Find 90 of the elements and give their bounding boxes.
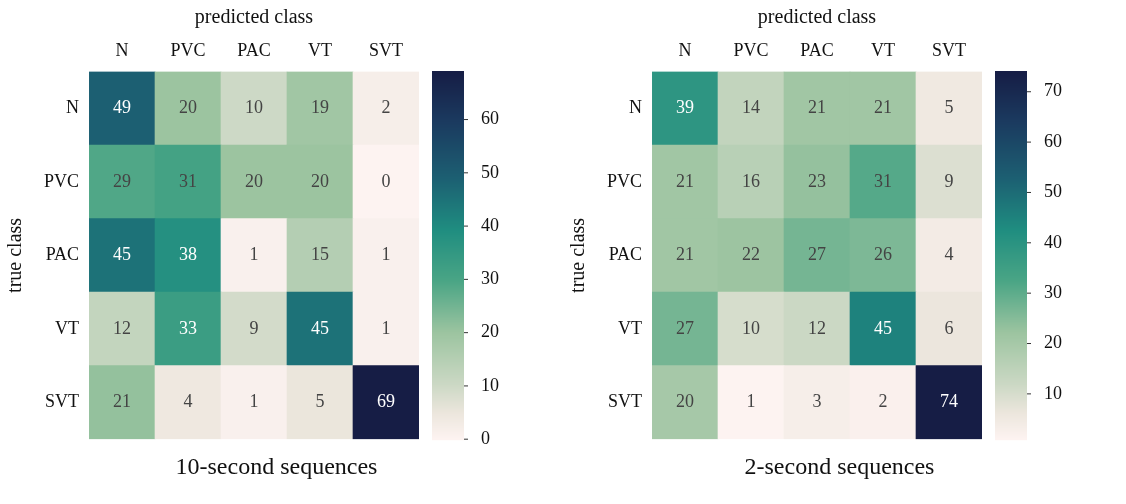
data-label: 6 (944, 317, 954, 338)
x-tick-label: VT (871, 39, 895, 60)
y-tick-label: PVC (44, 170, 80, 191)
data-label: 39 (676, 97, 695, 118)
data-label: 31 (874, 170, 892, 191)
data-label: 2 (381, 97, 391, 118)
data-label: 1 (249, 244, 259, 265)
x-tick-label: PVC (733, 39, 769, 60)
data-label: 20 (245, 170, 264, 191)
color-bar-label: 40 (481, 214, 499, 235)
x-tick-label: VT (308, 39, 332, 60)
text: 10-second sequences (175, 452, 378, 479)
data-label: 21 (808, 97, 827, 118)
x-axis-title: predicted class (194, 5, 314, 29)
data-label: 12 (113, 317, 132, 338)
data-label: 5 (944, 97, 954, 118)
data-label: 27 (808, 244, 827, 265)
data-label: 29 (113, 170, 132, 191)
data-label: 49 (113, 97, 132, 118)
color-bar-label: 40 (1044, 231, 1062, 252)
y-axis-title: true class (3, 217, 26, 293)
y-tick-label: PAC (608, 244, 643, 265)
data-label: 0 (381, 170, 391, 191)
color-bar-label: 60 (1044, 130, 1062, 151)
color-bar-label: 70 (1044, 80, 1062, 101)
color-bar-label: 10 (1044, 382, 1062, 403)
y-tick-label: PAC (45, 244, 80, 265)
y-tick-label: PVC (607, 170, 643, 191)
color-bar-label: 30 (1044, 281, 1062, 302)
data-label: 16 (742, 170, 761, 191)
data-label: 26 (874, 244, 892, 265)
data-label: 5 (315, 391, 325, 412)
data-label: 38 (179, 244, 198, 265)
data-label: 3 (812, 391, 822, 412)
y-tick-label: SVT (45, 391, 80, 412)
data-label: 1 (381, 244, 391, 265)
color-bar-label: 50 (1044, 181, 1062, 202)
data-label: 20 (676, 391, 695, 412)
data-label: 21 (874, 97, 892, 118)
y-tick-label: VT (55, 317, 80, 338)
data-label: 31 (179, 170, 198, 191)
y-tick-label: VT (618, 317, 643, 338)
x-tick-label: N (678, 39, 692, 60)
data-label: 1 (746, 391, 756, 412)
data-label: 1 (249, 391, 259, 412)
color-bar-label: 30 (481, 268, 499, 289)
data-label: 21 (676, 244, 695, 265)
data-label: 2 (878, 391, 888, 412)
y-axis-title: true class (566, 217, 589, 293)
data-label: 14 (742, 97, 761, 118)
x-tick-label: PVC (170, 39, 206, 60)
x-axis-title: predicted class (757, 5, 877, 29)
y-tick-label: N (66, 97, 80, 118)
color-bar-label: 10 (481, 374, 499, 395)
data-label: 10 (742, 317, 761, 338)
data-label: 45 (874, 317, 892, 338)
color-bar-label: 20 (1044, 332, 1062, 353)
color-bar-label: 60 (481, 108, 499, 129)
data-label: 15 (311, 244, 329, 265)
data-label: 9 (249, 317, 259, 338)
y-tick-label: N (629, 97, 643, 118)
text: 2-second sequences (744, 452, 935, 479)
x-tick-label: N (115, 39, 129, 60)
data-label: 33 (179, 317, 198, 338)
data-label: 20 (179, 97, 198, 118)
x-tick-label: PAC (237, 39, 271, 60)
data-label: 19 (311, 97, 329, 118)
data-label: 20 (311, 170, 329, 191)
y-tick-label: SVT (608, 391, 643, 412)
data-label: 4 (944, 244, 954, 265)
data-label: 12 (808, 317, 827, 338)
data-label: 45 (311, 317, 329, 338)
data-label: 45 (113, 244, 132, 265)
data-label: 10 (245, 97, 264, 118)
color-bar-label: 50 (481, 161, 499, 182)
data-label: 74 (940, 391, 958, 412)
data-label: 21 (113, 391, 132, 412)
color-bar-label: 0 (481, 427, 490, 448)
x-tick-label: SVT (931, 39, 967, 60)
color-bar-label: 20 (481, 321, 499, 342)
data-label: 69 (377, 391, 395, 412)
data-label: 22 (742, 244, 761, 265)
data-label: 1 (381, 317, 391, 338)
x-tick-label: PAC (800, 39, 834, 60)
data-label: 23 (808, 170, 827, 191)
data-label: 21 (676, 170, 695, 191)
data-label: 4 (183, 391, 193, 412)
x-tick-label: SVT (368, 39, 404, 60)
data-label: 27 (676, 317, 695, 338)
data-label: 9 (944, 170, 954, 191)
